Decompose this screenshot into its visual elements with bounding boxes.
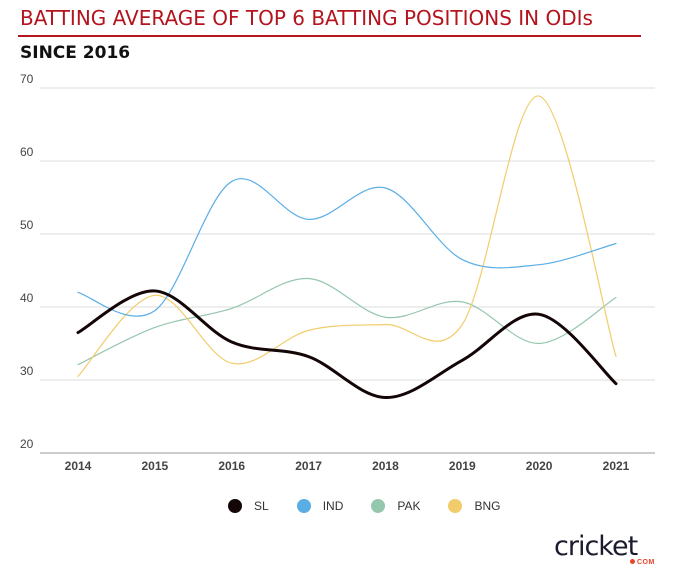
legend-swatch-ind (296, 499, 311, 513)
legend-label-pak: PAK (397, 499, 421, 513)
title-underline (18, 35, 641, 37)
x-tick-label: 2017 (295, 459, 322, 473)
y-tick-label: 20 (20, 437, 34, 451)
x-tick-label: 2015 (142, 459, 169, 473)
y-tick-label: 60 (20, 145, 34, 159)
legend-label-ind: IND (322, 499, 344, 513)
legend-item-bng: BNG (448, 499, 501, 513)
y-tick-label: 40 (20, 291, 34, 305)
series-line-sl (76, 289, 618, 400)
legend-swatch-pak (371, 499, 386, 513)
x-tick-label: 2020 (526, 459, 553, 473)
x-tick-label: 2014 (65, 459, 92, 473)
legend-item-pak: PAK (371, 499, 420, 513)
legend-swatch-sl (228, 499, 242, 513)
x-tick-label: 2018 (372, 459, 399, 473)
legend-label-bng: BNG (474, 499, 501, 513)
series-line-pak (77, 277, 617, 366)
legend-item-ind: IND (296, 499, 344, 513)
brand-wordmark: cricket (554, 531, 638, 562)
series-line-ind (77, 178, 617, 317)
legend-swatch-bng (448, 499, 463, 513)
x-tick-label: 2016 (218, 459, 245, 473)
x-tick-label: 2021 (603, 459, 630, 473)
cricket-com-logo: cricket COM (554, 532, 672, 568)
chart-subtitle: SINCE 2016 (20, 43, 131, 63)
legend-label-sl: SL (254, 499, 269, 513)
chart-legend: SL IND PAK BNG (228, 496, 529, 516)
y-tick-label: 70 (20, 72, 34, 86)
series-line-bng (77, 95, 617, 377)
y-tick-label: 30 (20, 364, 34, 378)
brand-domain: COM (630, 559, 655, 566)
y-tick-label: 50 (20, 218, 34, 232)
chart-title: BATTING AVERAGE OF TOP 6 BATTING POSITIO… (20, 6, 593, 30)
legend-item-sl: SL (228, 499, 269, 513)
x-tick-label: 2019 (449, 459, 476, 473)
